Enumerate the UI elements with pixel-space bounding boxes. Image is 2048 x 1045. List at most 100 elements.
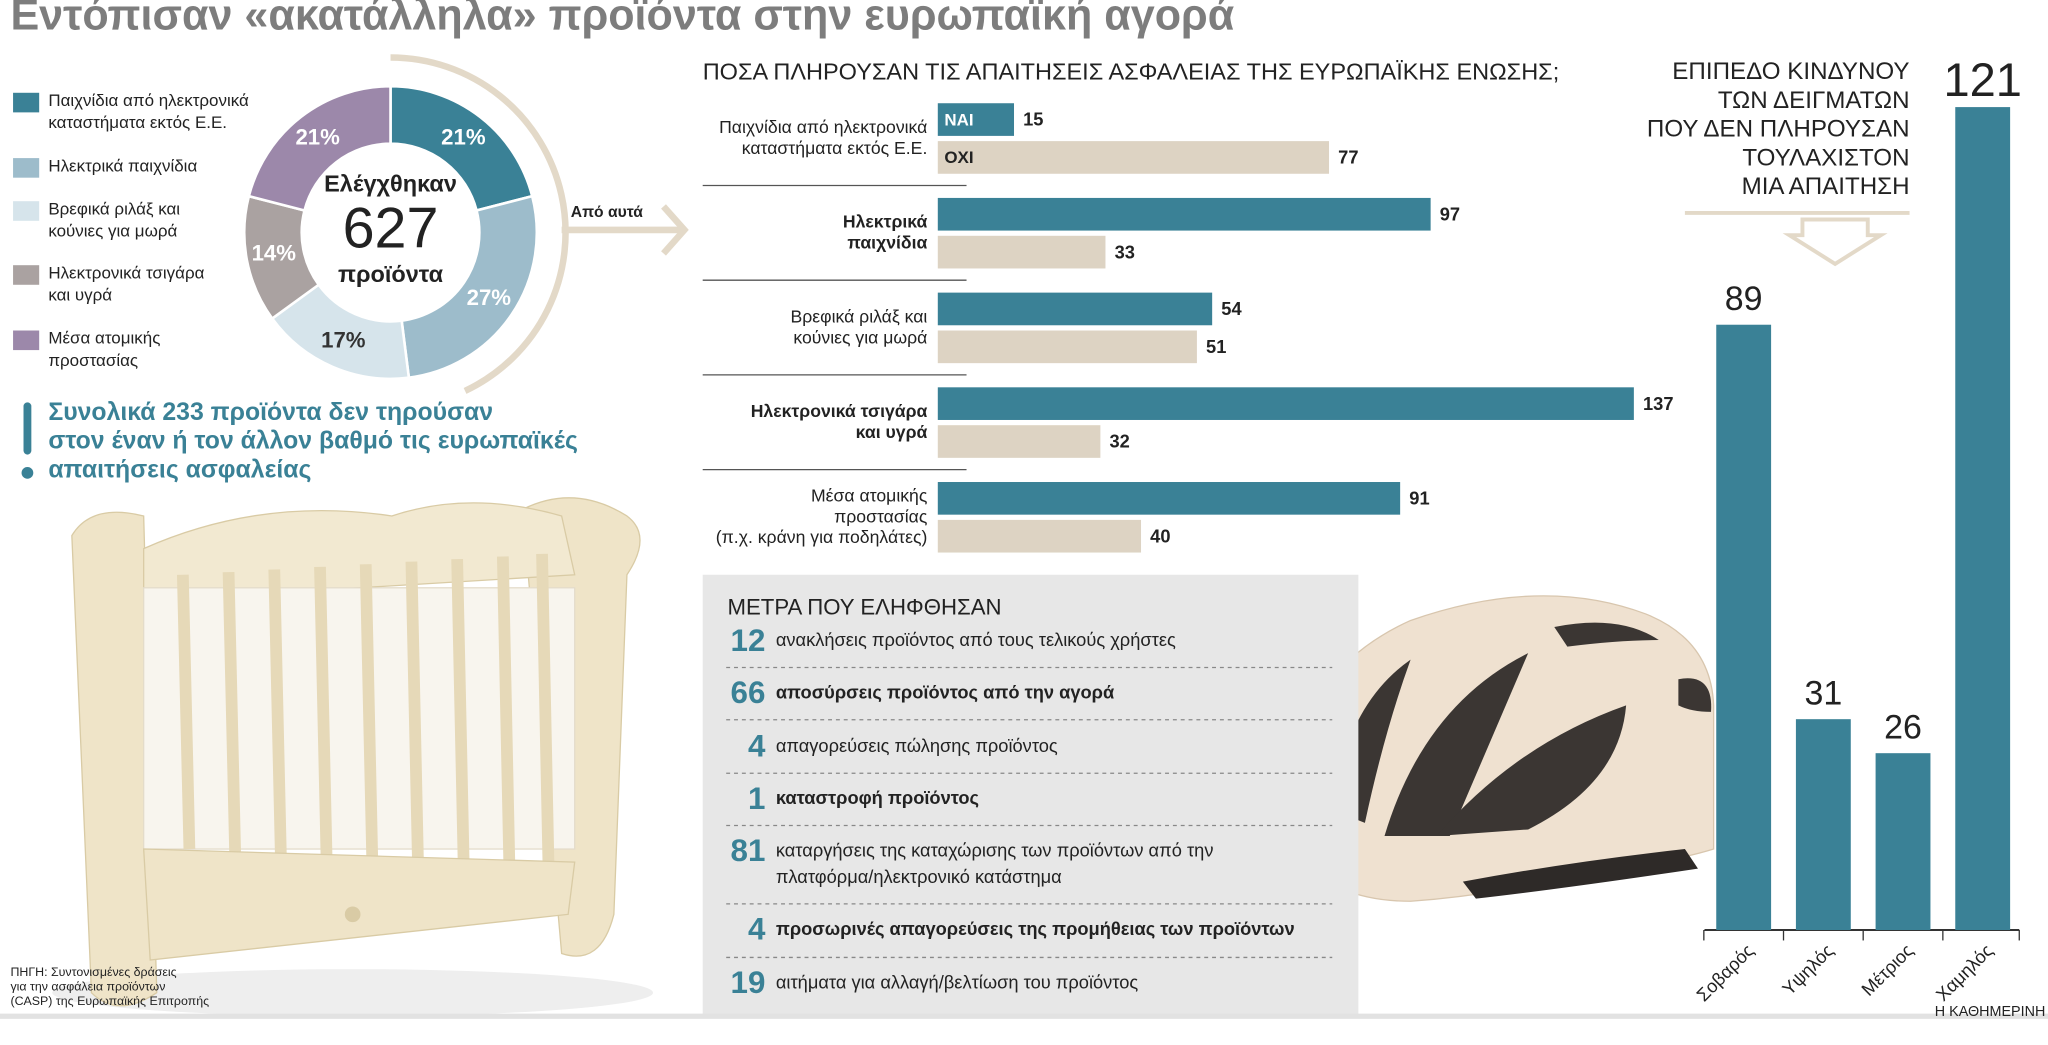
measure-text: αιτήματα για αλλαγή/βελτίωση του προϊόντ… bbox=[776, 971, 1139, 992]
pie-slice bbox=[247, 84, 392, 213]
bar bbox=[1795, 719, 1851, 931]
crib-illustration bbox=[52, 497, 654, 1017]
slice-label: 21% bbox=[295, 124, 340, 149]
category-label: Ηλεκτρικά παιχνίδια bbox=[843, 211, 928, 252]
center-bottom: προϊόντα bbox=[338, 261, 444, 287]
exclamation-bar bbox=[23, 402, 32, 455]
value-label: 15 bbox=[1023, 109, 1043, 130]
measure-number: 66 bbox=[731, 675, 766, 710]
helmet-vent bbox=[1554, 622, 1659, 647]
legend-label: Ηλεκτρικά παιχνίδια bbox=[48, 157, 197, 176]
chart-title: ΠΟΣΑ ΠΛΗΡΟΥΣΑΝ ΤΙΣ ΑΠΑΙΤΗΣΕΙΣ ΑΣΦΑΛΕΙΑΣ … bbox=[703, 58, 1560, 84]
legend-label: Παιχνίδια από ηλεκτρονικά καταστήματα εκτ… bbox=[48, 91, 249, 132]
legend-swatch bbox=[13, 92, 40, 113]
measure-number: 19 bbox=[731, 965, 766, 1000]
legend-label: ΟΧΙ bbox=[944, 148, 973, 167]
category-label: Βρεφικά ριλάξ και κούνιες για μωρά bbox=[791, 306, 928, 347]
exclamation-dot bbox=[21, 466, 34, 479]
category-label: Χαμηλός bbox=[1932, 940, 1997, 1005]
shadow bbox=[52, 969, 654, 1017]
bar bbox=[1955, 107, 2011, 931]
measure-text: απαγορεύσεις πώλησης προϊόντος bbox=[776, 735, 1058, 756]
measure-number: 4 bbox=[748, 729, 766, 764]
category-label: Παιχνίδια από ηλεκτρονικά καταστήματα εκτ… bbox=[719, 117, 927, 158]
category-label: Υψηλός bbox=[1778, 940, 1838, 1000]
helmet-rim bbox=[1462, 849, 1698, 899]
measure-number: 12 bbox=[731, 623, 766, 658]
measures-title: ΜΕΤΡΑ ΠΟΥ ΕΛΗΦΘΗΣΑΝ bbox=[728, 595, 1002, 620]
measure-number: 1 bbox=[748, 781, 765, 816]
legend-label: ΝΑΙ bbox=[944, 110, 973, 129]
value-label: 54 bbox=[1221, 298, 1242, 319]
slice-label: 14% bbox=[252, 241, 297, 266]
bar bbox=[937, 482, 1401, 515]
value-label: 91 bbox=[1409, 487, 1429, 508]
arrow-head bbox=[661, 204, 689, 256]
center-top: Ελέγχθηκαν bbox=[324, 171, 457, 197]
crib-drawer bbox=[142, 848, 576, 961]
value-label: 51 bbox=[1206, 336, 1226, 357]
legend-swatch bbox=[13, 330, 40, 351]
legend-label: Ηλεκτρονικά τσιγάρα και υγρά bbox=[48, 264, 204, 305]
helmet-vent bbox=[1678, 678, 1712, 712]
measure-number: 4 bbox=[748, 912, 766, 947]
value-label: 137 bbox=[1643, 393, 1673, 414]
slice-label: 17% bbox=[321, 327, 366, 352]
legend-swatch bbox=[13, 265, 40, 285]
value-label: 32 bbox=[1110, 431, 1130, 452]
crib-rail bbox=[143, 502, 576, 602]
brand: Η ΚΑΘΗΜΕΡΙΝΗ bbox=[1935, 1004, 2046, 1020]
category-label: Μέτριος bbox=[1857, 940, 1917, 1000]
value-label: 31 bbox=[1804, 675, 1842, 713]
measure-text: καταργήσεις της καταχώρισης των προϊόντω… bbox=[776, 839, 1214, 886]
bar bbox=[937, 519, 1142, 553]
callout: Συνολικά 233 προϊόντα δεν τηρούσαν στον έ… bbox=[21, 398, 578, 483]
crib-bars bbox=[176, 553, 555, 871]
chart-title: ΕΠΙΠΕΔΟ ΚΙΝΔΥΝΟΥ ΤΩΝ ΔΕΙΓΜΑΤΩΝ ΠΟΥ ΔΕΝ ΠΛΗ… bbox=[1647, 59, 1910, 201]
bar bbox=[937, 235, 1106, 269]
legend-swatch bbox=[13, 201, 40, 221]
bar bbox=[937, 425, 1101, 458]
value-label: 89 bbox=[1725, 280, 1763, 318]
measures-box bbox=[702, 574, 1359, 1017]
helmet-illustration bbox=[1285, 595, 1715, 902]
center-total: 627 bbox=[343, 197, 439, 261]
bar bbox=[937, 141, 1330, 174]
measure-number: 81 bbox=[731, 833, 766, 868]
drawer-knob bbox=[344, 906, 361, 923]
slice-label: 27% bbox=[467, 285, 512, 310]
bar bbox=[937, 197, 1431, 231]
bar bbox=[937, 103, 1015, 136]
value-label: 40 bbox=[1150, 525, 1170, 546]
bar bbox=[937, 330, 1197, 364]
category-label: Σοβαρός bbox=[1692, 940, 1758, 1006]
helmet-vent bbox=[1384, 653, 1529, 836]
value-label: 77 bbox=[1338, 147, 1358, 168]
value-label: 97 bbox=[1440, 203, 1460, 224]
bar bbox=[1716, 324, 1772, 931]
measure-text: καταστροφή προϊόντος bbox=[776, 787, 979, 808]
title: Εντόπισαν «ακατάλληλα» προϊόντα στην ευρ… bbox=[10, 0, 1234, 40]
decor-arrow bbox=[1782, 217, 1888, 267]
legend-swatch bbox=[13, 158, 40, 178]
decor-arc bbox=[390, 54, 569, 394]
bar bbox=[937, 387, 1634, 420]
legend-label: Μέσα ατομικής προστασίας bbox=[48, 329, 160, 370]
legend-label: Βρεφικά ριλάξ και κούνιες για μωρά bbox=[48, 200, 180, 241]
source: ΠΗΓΗ: Συντονισμένες δράσεις για την ασφάλ… bbox=[10, 965, 209, 1008]
category-label: Μέσα ατομικής προστασίας (π.χ. κράνη για π… bbox=[716, 485, 928, 547]
slice-label: 21% bbox=[441, 124, 486, 149]
measure-text: ανακλήσεις προϊόντος από τους τελικούς χ… bbox=[776, 629, 1176, 650]
measure-text: προσωρινές απαγορεύσεις της προμήθειας τ… bbox=[776, 918, 1295, 939]
category-label: Ηλεκτρονικά τσιγάρα και υγρά bbox=[751, 401, 928, 442]
pie-slice bbox=[400, 194, 539, 380]
bar bbox=[937, 292, 1213, 326]
value-label: 121 bbox=[1943, 53, 2021, 106]
annotation: Από αυτά bbox=[571, 204, 643, 221]
value-label: 33 bbox=[1115, 241, 1135, 262]
helmet-vent bbox=[1436, 705, 1627, 836]
callout-text: Συνολικά 233 προϊόντα δεν τηρούσαν στον έ… bbox=[48, 398, 578, 482]
measure-text: αποσύρσεις προϊόντος από την αγορά bbox=[776, 681, 1115, 702]
